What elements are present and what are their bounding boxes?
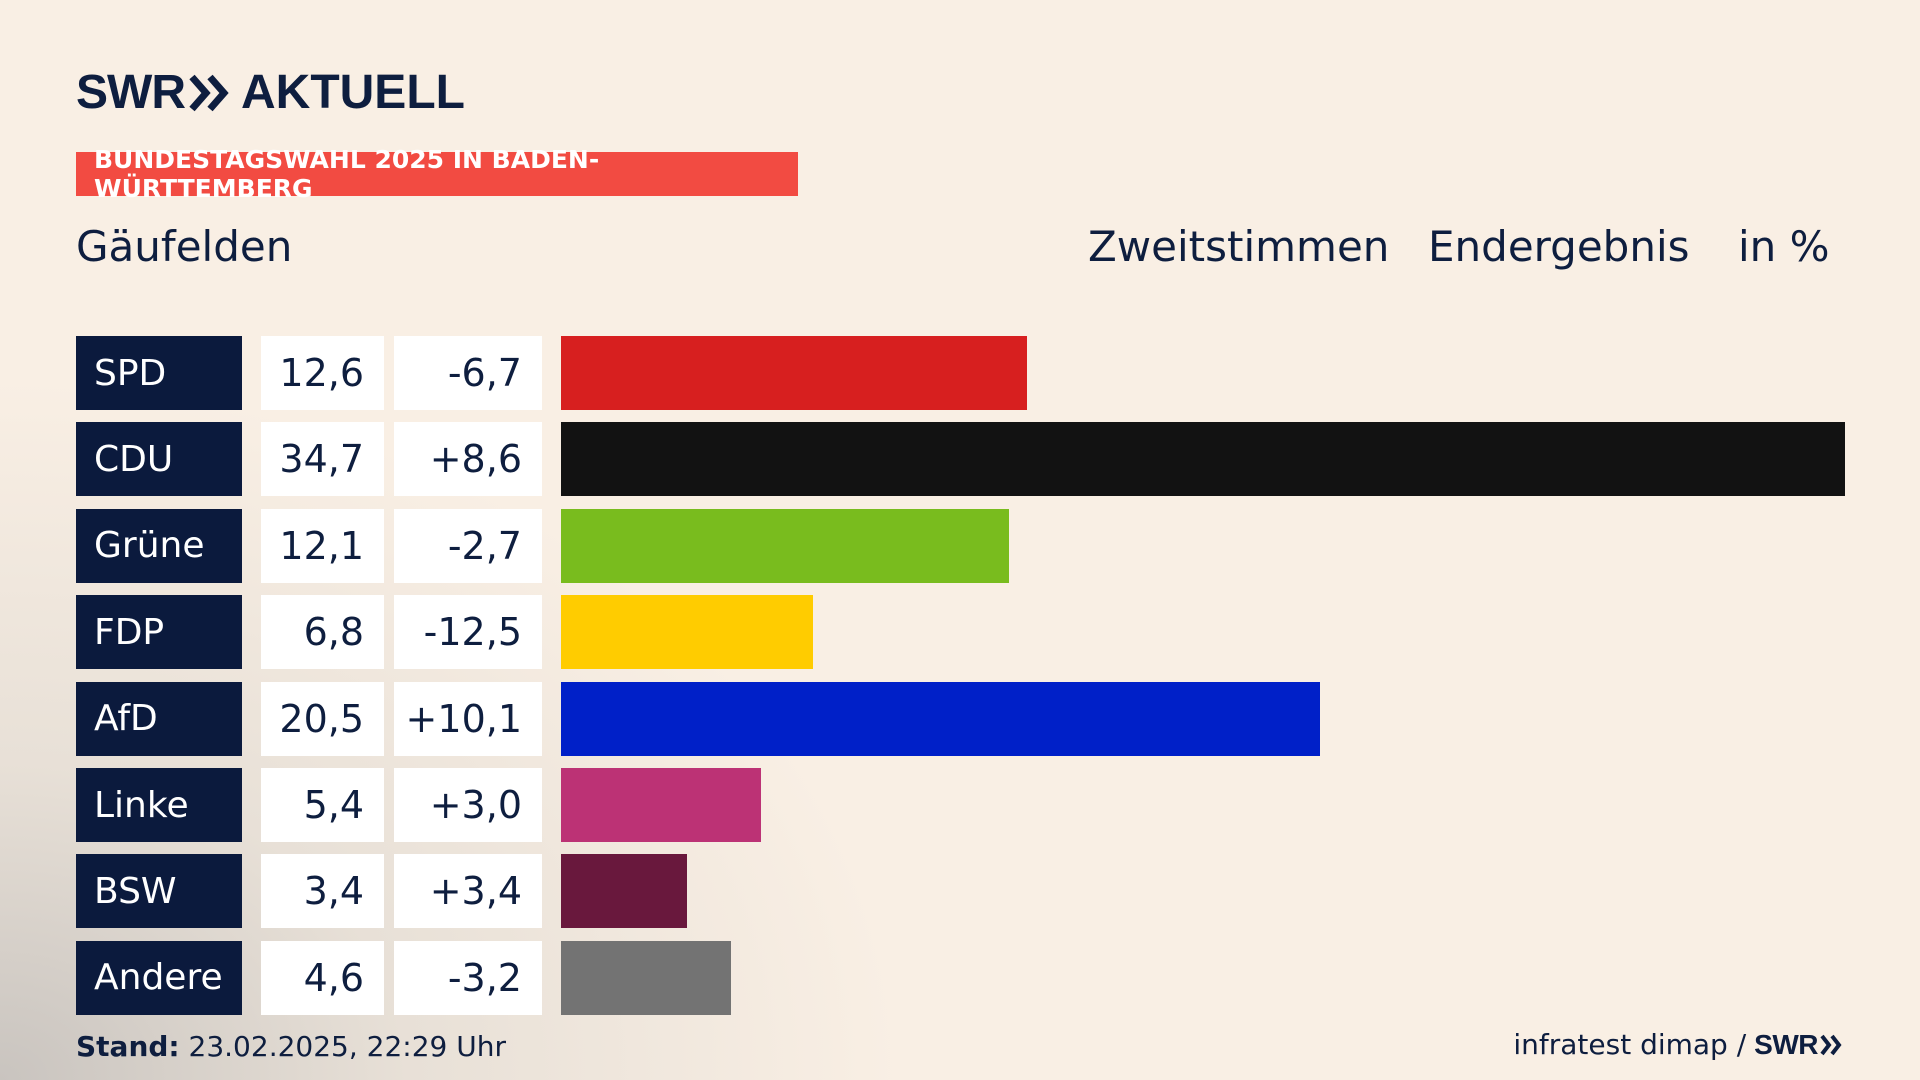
source-text: infratest dimap / — [1513, 1028, 1747, 1061]
party-label: BSW — [76, 854, 242, 929]
vote-share-value: 5,4 — [261, 768, 384, 842]
party-label: CDU — [76, 422, 242, 497]
vote-share-bar — [561, 854, 687, 929]
election-banner: BUNDESTAGSWAHL 2025 IN BADEN-WÜRTTEMBERG — [76, 145, 798, 203]
chart-row: Linke 5,4 +3,0 — [0, 768, 1920, 842]
party-label: SPD — [76, 336, 242, 410]
chart-row: FDP 6,8 -12,5 — [0, 595, 1920, 670]
source-brand: SWR — [1754, 1028, 1818, 1060]
chart-row: SPD 12,6 -6,7 — [0, 336, 1920, 410]
chart-row: Andere 4,6 -3,2 — [0, 940, 1920, 1015]
vote-change-value: -2,7 — [394, 508, 542, 583]
vote-share-value: 12,1 — [261, 508, 384, 583]
timestamp-label: Stand: — [76, 1030, 180, 1063]
chart-row: CDU 34,7 +8,6 — [0, 422, 1920, 497]
double-chevron-icon — [1820, 1034, 1842, 1055]
region-title: Gäufelden — [76, 222, 293, 271]
vote-share-value: 20,5 — [261, 681, 384, 756]
source-credit: infratest dimap / SWR — [1513, 1028, 1844, 1061]
vote-share-value: 4,6 — [261, 940, 384, 1015]
vote-share-bar — [561, 336, 1027, 410]
chart-row: AfD 20,5 +10,1 — [0, 681, 1920, 756]
vote-change-value: -6,7 — [394, 336, 542, 410]
result-type-header: Endergebnis — [1428, 222, 1690, 271]
swr-aktuell-logo: SWR AKTUELL — [76, 66, 465, 120]
vote-share-value: 34,7 — [261, 422, 384, 497]
chart-headers: Zweitstimmen Endergebnis in % — [0, 222, 1920, 282]
vote-share-bar — [561, 940, 731, 1015]
logo-aktuell-text: AKTUELL — [240, 66, 465, 119]
vote-share-value: 3,4 — [261, 854, 384, 929]
unit-header: in % — [1738, 222, 1830, 271]
party-label: FDP — [76, 595, 242, 670]
vote-share-value: 12,6 — [261, 336, 384, 410]
party-label: Andere — [76, 940, 242, 1015]
vote-share-value: 6,8 — [261, 595, 384, 670]
timestamp-value: 23.02.2025, 22:29 Uhr — [188, 1030, 506, 1063]
chart-row: Grüne 12,1 -2,7 — [0, 508, 1920, 583]
vote-type-header: Zweitstimmen — [1088, 222, 1390, 271]
vote-change-value: +8,6 — [394, 422, 542, 497]
party-label: Grüne — [76, 508, 242, 583]
vote-share-bar — [561, 595, 813, 670]
double-chevron-icon — [189, 74, 229, 112]
vote-change-value: +3,0 — [394, 768, 542, 842]
vote-share-bar — [561, 422, 1845, 497]
vote-change-value: -12,5 — [394, 595, 542, 670]
chart-row: BSW 3,4 +3,4 — [0, 854, 1920, 929]
timestamp: Stand: 23.02.2025, 22:29 Uhr — [76, 1030, 506, 1063]
vote-change-value: +10,1 — [394, 681, 542, 756]
vote-share-bar — [561, 681, 1320, 756]
vote-share-bar — [561, 508, 1009, 583]
logo-swr-text: SWR — [76, 66, 186, 119]
party-label: Linke — [76, 768, 242, 842]
party-label: AfD — [76, 681, 242, 756]
vote-share-bar — [561, 768, 761, 842]
vote-change-value: -3,2 — [394, 940, 542, 1015]
vote-change-value: +3,4 — [394, 854, 542, 929]
